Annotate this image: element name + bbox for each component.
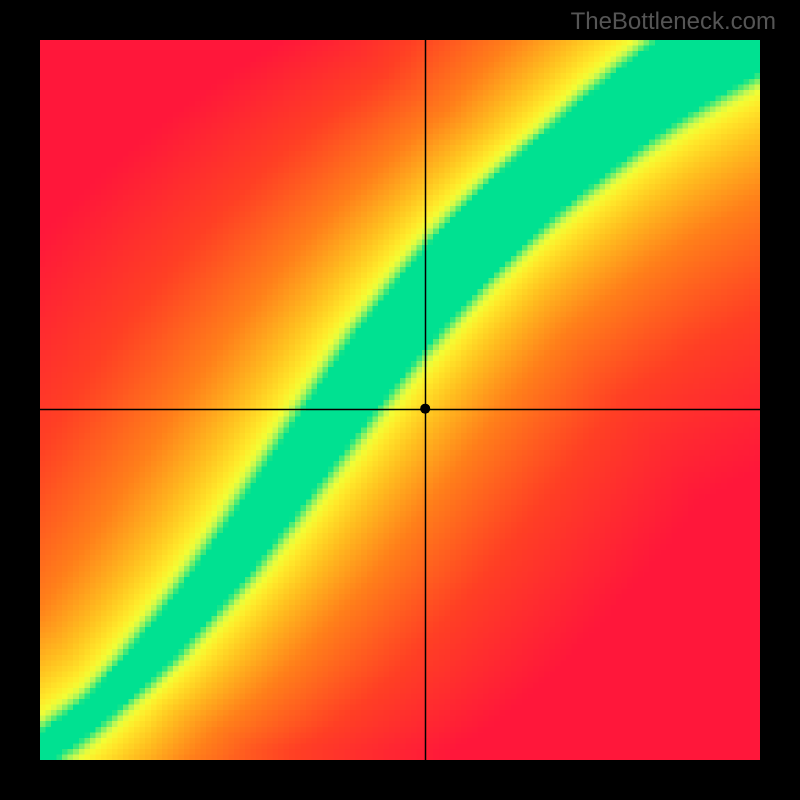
- plot-area: [40, 40, 760, 760]
- figure-container: TheBottleneck.com: [0, 0, 800, 800]
- watermark-text: TheBottleneck.com: [571, 8, 776, 36]
- crosshair-overlay: [40, 40, 760, 760]
